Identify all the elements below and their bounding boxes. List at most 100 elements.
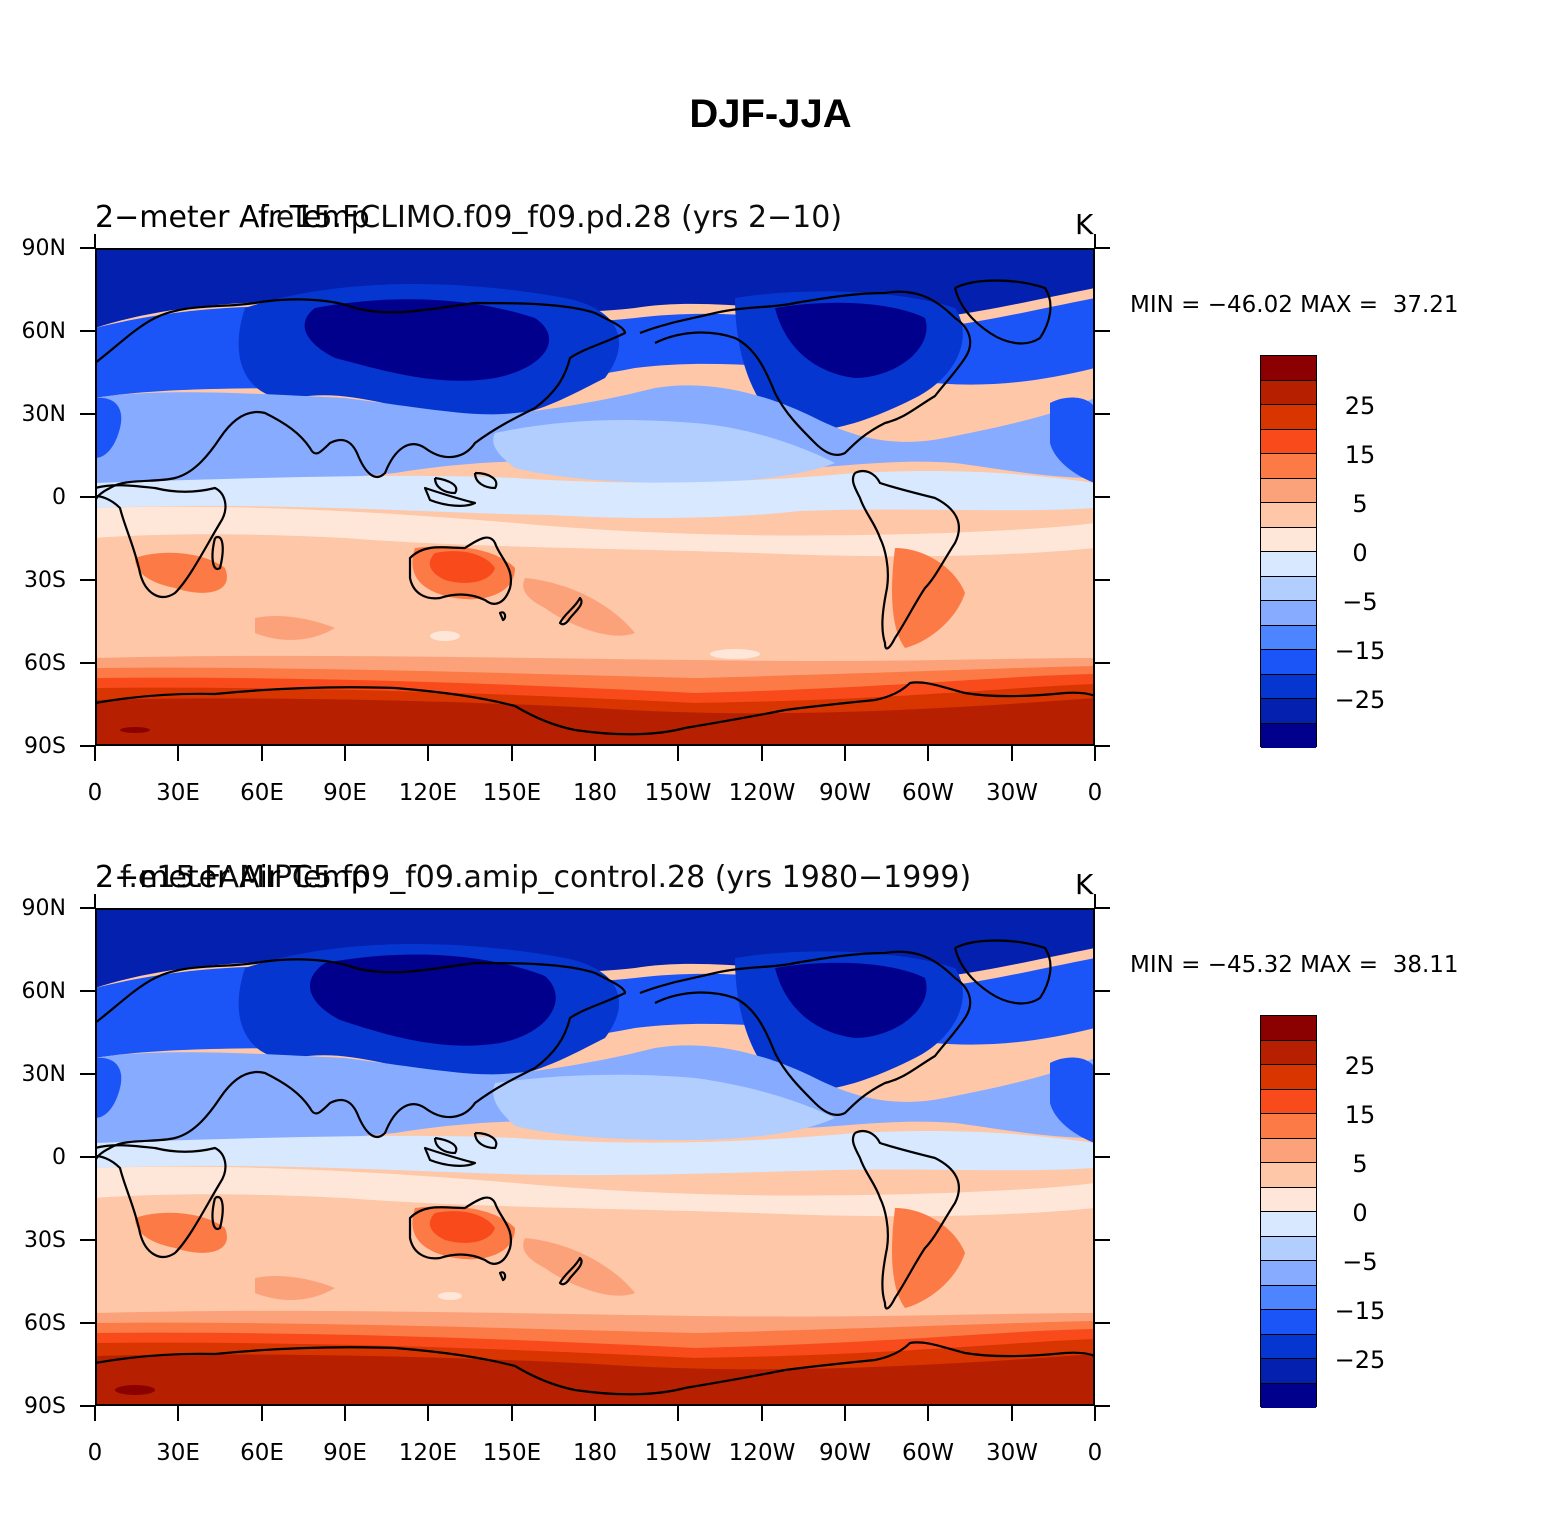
y-tick-label: 90S	[24, 734, 66, 759]
colorbar-swatch	[1261, 1163, 1316, 1188]
colorbar-label: 15	[1344, 1101, 1376, 1129]
colorbar-swatch	[1261, 1016, 1316, 1041]
colorbar-label: −5	[1342, 588, 1378, 616]
colorbar-swatch	[1261, 1212, 1316, 1237]
colorbar-swatch	[1261, 380, 1316, 405]
colorbar-swatch	[1261, 429, 1316, 454]
x-tick-label: 120E	[398, 780, 458, 806]
min-max-stats: MIN = −46.02 MAX = 37.21	[1130, 292, 1459, 318]
y-tick-label: 30S	[24, 1228, 66, 1253]
y-tick-label: 0	[52, 1145, 66, 1170]
colorbar-swatch	[1261, 552, 1316, 577]
x-tick-label: 120W	[728, 780, 796, 806]
colorbar-swatch	[1261, 478, 1316, 503]
colorbar-swatch	[1261, 625, 1316, 650]
x-tick-label: 150W	[644, 1440, 712, 1466]
colorbar-swatch	[1261, 1334, 1316, 1359]
colorbar-swatch	[1261, 576, 1316, 601]
units-label: K	[1075, 208, 1094, 241]
x-tick-label: 90E	[323, 1440, 367, 1466]
panel-bottom: 2−meter Air Temp f.e15.FAMIPC5.f09_f09.a…	[0, 860, 1541, 1520]
y-tick-label: 30S	[24, 568, 66, 593]
colorbar-swatch	[1261, 503, 1316, 528]
colorbar-label: 5	[1352, 1150, 1368, 1178]
colorbar-label: 15	[1344, 441, 1376, 469]
x-tick-label: 60E	[240, 1440, 284, 1466]
y-tick-label: 30N	[21, 1062, 66, 1087]
x-tick-label: 150E	[482, 1440, 542, 1466]
panel-variable-title: 2−meter Air Temp	[95, 200, 370, 235]
temperature-map	[95, 908, 1095, 1406]
colorbar-label: 0	[1352, 1199, 1368, 1227]
colorbar-label: 25	[1344, 1052, 1376, 1080]
colorbar-label: −15	[1334, 637, 1386, 665]
colorbar	[1260, 1015, 1317, 1408]
x-tick-label: 90W	[818, 1440, 871, 1466]
colorbar-swatch	[1261, 1187, 1316, 1212]
x-tick-label: 180	[573, 780, 617, 806]
map-canvas	[95, 908, 1095, 1406]
x-tick-label: 120W	[728, 1440, 796, 1466]
colorbar-swatch	[1261, 1236, 1316, 1261]
x-tick-label: 150E	[482, 780, 542, 806]
min-max-stats: MIN = −45.32 MAX = 38.11	[1130, 952, 1459, 978]
colorbar-swatch	[1261, 699, 1316, 724]
colorbar-label: 0	[1352, 539, 1368, 567]
colorbar-swatch	[1261, 723, 1316, 748]
colorbar-swatch	[1261, 1383, 1316, 1408]
y-tick-label: 90N	[21, 896, 66, 921]
y-tick-label: 60S	[24, 1311, 66, 1336]
x-tick-label: 180	[573, 1440, 617, 1466]
figure-title: DJF-JJA	[689, 92, 852, 136]
panel-variable-title: 2−meter Air Temp	[95, 860, 370, 895]
colorbar-label: 5	[1352, 490, 1368, 518]
colorbar-label: −5	[1342, 1248, 1378, 1276]
x-tick-label: 120E	[398, 1440, 458, 1466]
colorbar-label: 25	[1344, 392, 1376, 420]
x-tick-label: 0	[87, 1440, 103, 1466]
colorbar-swatch	[1261, 1310, 1316, 1335]
colorbar-swatch	[1261, 650, 1316, 675]
colorbar-swatch	[1261, 405, 1316, 430]
colorbar-label: −25	[1334, 1346, 1386, 1374]
y-tick-label: 60N	[21, 319, 66, 344]
x-tick-label: 60E	[240, 780, 284, 806]
colorbar-swatch	[1261, 1114, 1316, 1139]
colorbar-swatch	[1261, 1285, 1316, 1310]
units-label: K	[1075, 868, 1094, 901]
panel-case-title: f.e15.FCLIMO.f09_f09.pd.28 (yrs 2−10)	[258, 200, 843, 235]
x-tick-label: 0	[1087, 1440, 1103, 1466]
colorbar-swatch	[1261, 356, 1316, 381]
colorbar-swatch	[1261, 674, 1316, 699]
colorbar-swatch	[1261, 1089, 1316, 1114]
x-tick-label: 90W	[818, 780, 871, 806]
x-tick-label: 30W	[985, 780, 1038, 806]
temperature-map	[95, 248, 1095, 746]
colorbar-swatch	[1261, 1138, 1316, 1163]
y-tick-label: 90S	[24, 1394, 66, 1419]
y-tick-label: 0	[52, 485, 66, 510]
colorbar-swatch	[1261, 527, 1316, 552]
colorbar-swatch	[1261, 1040, 1316, 1065]
x-tick-label: 90E	[323, 780, 367, 806]
y-tick-label: 60S	[24, 651, 66, 676]
colorbar	[1260, 355, 1317, 748]
colorbar-swatch	[1261, 1065, 1316, 1090]
colorbar-swatch	[1261, 1261, 1316, 1286]
panel-case-title: f.e15.FAMIPC5.f09_f09.amip_control.28 (y…	[120, 860, 972, 895]
panel-top: 2−meter Air Temp f.e15.FCLIMO.f09_f09.pd…	[0, 200, 1541, 860]
x-tick-label: 0	[1087, 780, 1103, 806]
x-tick-label: 60W	[901, 1440, 954, 1466]
colorbar-label: −25	[1334, 686, 1386, 714]
colorbar-swatch	[1261, 1359, 1316, 1384]
x-tick-label: 30E	[156, 780, 200, 806]
x-tick-label: 60W	[901, 780, 954, 806]
y-tick-label: 60N	[21, 979, 66, 1004]
colorbar-label: −15	[1334, 1297, 1386, 1325]
colorbar-swatch	[1261, 601, 1316, 626]
colorbar-swatch	[1261, 454, 1316, 479]
x-tick-label: 30W	[985, 1440, 1038, 1466]
x-tick-label: 150W	[644, 780, 712, 806]
y-tick-label: 90N	[21, 236, 66, 261]
y-tick-label: 30N	[21, 402, 66, 427]
